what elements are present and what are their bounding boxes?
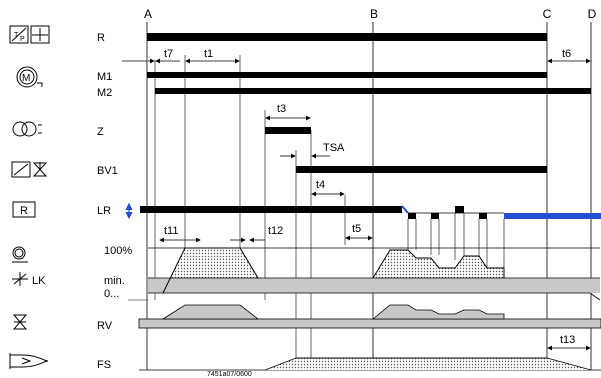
bar-z [265,127,311,134]
icon-r-box: R [12,201,36,218]
bar-bv1 [296,166,547,173]
signal-label-rv: RV [97,320,113,332]
bar-m2 [155,88,591,94]
svg-text:R: R [20,205,28,217]
dim-t3: t3 [265,103,311,121]
signal-label-lr: LR [97,205,111,217]
level-100: 100% [104,245,132,257]
icon-motor-small [12,246,28,263]
icon-flame-sensor [9,353,49,369]
dim-tsa: TSA [280,142,345,159]
signal-label-m1: M1 [97,71,112,83]
icon-ignition-transformer [12,121,42,137]
icon-control-valve [12,314,28,330]
signal-label-bv1: BV1 [97,165,118,177]
drawing-code: 7451a07/0600 [207,371,252,378]
label-t12: t12 [268,225,283,237]
dim-t12: t12 [230,225,283,243]
fs-signal [139,357,601,371]
label-t4: t4 [316,179,325,191]
signal-label-r: R [97,32,105,44]
bar-m1 [147,72,547,78]
phase-label-c: C [543,7,552,21]
phase-lines [146,22,592,370]
label-t5: t5 [352,223,361,235]
guide-lines [128,55,346,370]
label-t13: t13 [560,334,575,346]
dim-t6: t6 [547,48,591,64]
icon-air-damper-lk: LK [12,272,46,287]
label-tsa: TSA [323,142,345,154]
svg-text:M: M [22,73,30,84]
dim-t13: t13 [547,334,591,351]
icon-motor: M [16,66,43,88]
phase-label-b: B [370,7,378,21]
level-min: min. [104,275,125,287]
lk-curve [148,247,601,301]
signal-label-m2: M2 [97,87,112,99]
label-t6: t6 [562,48,571,60]
dim-t11: t11 [159,225,201,243]
dim-t5: t5 [345,223,373,241]
dim-t7: t7 [148,48,180,64]
dim-t1: t1 [185,48,240,64]
bar-r [147,33,547,41]
svg-text:T: T [14,32,19,39]
icon-valve-bv1 [11,161,48,178]
level-zero: 0... [104,288,119,300]
svg-text:LK: LK [32,275,46,287]
icon-temperature-controller: T P [9,25,50,44]
dim-t4: t4 [311,179,345,197]
phase-label-a: A [144,7,152,21]
signal-label-fs: FS [97,359,111,371]
label-t11: t11 [164,225,178,237]
label-t1: t1 [204,48,213,60]
phase-label-d: D [588,7,597,21]
rv-curve [138,304,601,329]
label-t3: t3 [277,103,286,115]
svg-text:P: P [20,36,25,43]
label-t7: t7 [164,48,173,60]
signal-label-z: Z [97,126,104,138]
